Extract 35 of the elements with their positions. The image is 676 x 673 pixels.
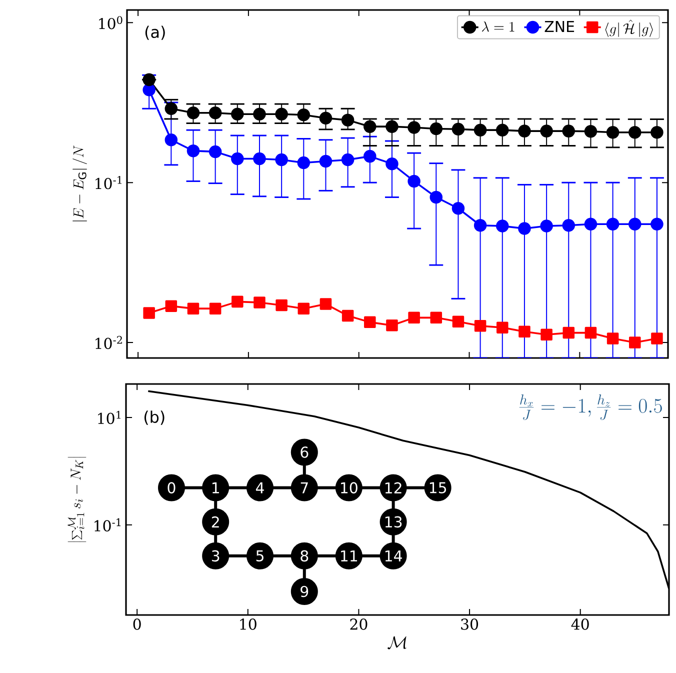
x-tick-label: 30 — [461, 618, 478, 630]
annotation: $\frac{h_x}{J}=-1,\frac{h_z}{J}=0.5$ — [519, 394, 662, 420]
annotation: 2 — [212, 516, 219, 528]
annotation: 13 — [385, 516, 402, 528]
y-axis-title: $\left|E-E_{\mathrm{G}}\right|/N$ — [72, 145, 87, 222]
legend-label: $\langle g|\,\hat{\mathcal{H}}\,|g\rangle$ — [605, 20, 653, 37]
x-tick-label: 20 — [350, 618, 368, 630]
y-axis-title: $\left|\sum_{i=1}^{\mathcal{M}} s_i-N_K\right|$ — [68, 456, 86, 542]
annotation: 6 — [300, 446, 308, 458]
annotation: 7 — [300, 482, 308, 494]
annotation: 3 — [212, 550, 220, 562]
annotation: 11 — [341, 550, 358, 562]
annotation: (a) — [145, 26, 165, 40]
annotation: 4 — [256, 482, 264, 494]
legend-label: $\mathrm{ZNE}$ — [544, 21, 574, 32]
x-tick-label: 10 — [240, 618, 256, 630]
annotation: 1 — [212, 482, 219, 494]
x-tick-label: 40 — [571, 618, 589, 630]
annotation: 10 — [341, 482, 358, 494]
legend-label: $\lambda=1$ — [482, 22, 514, 32]
annotation: 8 — [300, 550, 308, 562]
annotation: 0 — [168, 482, 176, 494]
annotation: 12 — [385, 482, 402, 494]
x-axis-title: $\mathcal{M}$ — [388, 636, 406, 650]
y-tick-label: 10$^{1}$ — [98, 410, 120, 424]
y-tick-label: 10$^{-1}$ — [94, 518, 120, 532]
annotation: 9 — [300, 586, 308, 598]
x-tick-label: 0 — [133, 618, 141, 630]
y-tick-label: 10$^{-2}$ — [96, 336, 122, 350]
annotation: 14 — [385, 550, 402, 562]
annotation: 15 — [430, 482, 446, 494]
y-tick-label: 10$^{-1}$ — [96, 176, 122, 190]
annotation: (b) — [144, 410, 164, 425]
y-tick-label: 10$^{0}$ — [99, 16, 122, 30]
annotation: 5 — [256, 550, 264, 562]
